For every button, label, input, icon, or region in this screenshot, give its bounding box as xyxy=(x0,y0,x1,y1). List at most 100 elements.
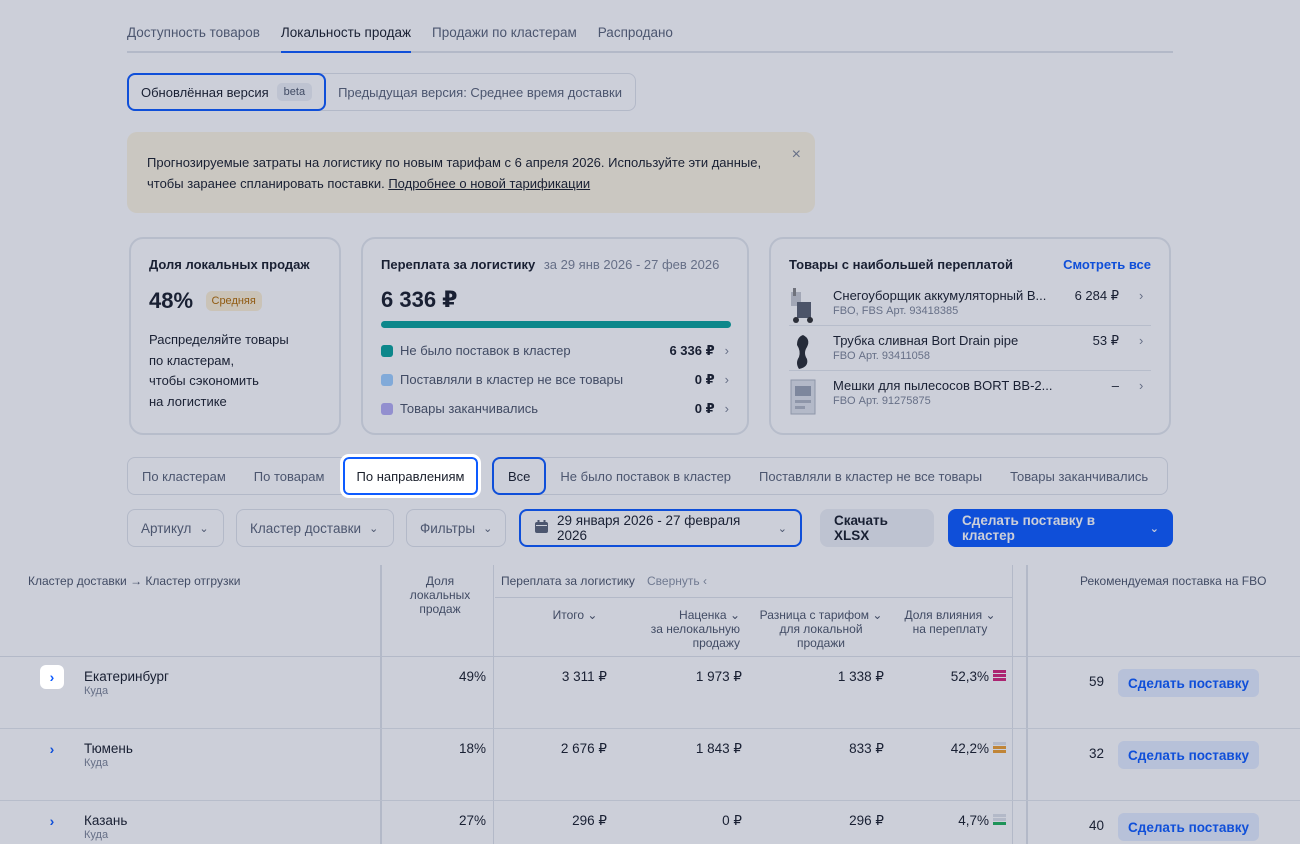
col-markup-line-2: за нелокальную xyxy=(650,622,740,636)
col-diff-line-3: продажи xyxy=(797,636,845,650)
col-diff-line-2: для локальной xyxy=(779,622,863,636)
col-local-share[interactable]: Доля локальных продаж xyxy=(400,574,480,616)
filters-dropdown[interactable]: Фильтры ⌄ xyxy=(406,509,506,547)
collapse-button[interactable]: Свернуть ‹ xyxy=(647,574,707,588)
col-influence-line-1: Доля влияния ⌄ xyxy=(904,608,996,622)
list-item[interactable]: Снегоуборщик аккумуляторный B... FBO, FB… xyxy=(789,281,1151,326)
tab-cluster-sales[interactable]: Продажи по кластерам xyxy=(432,25,577,40)
article-label: Артикул xyxy=(141,520,192,536)
chevron-right-icon: › xyxy=(724,372,729,387)
product-image xyxy=(789,288,817,326)
expand-row-button[interactable]: › xyxy=(40,665,64,689)
row-direction: Куда xyxy=(84,757,109,769)
breakdown-label: Товары заканчивались xyxy=(400,401,539,416)
row-share: 27% xyxy=(458,813,486,828)
col-total-label: Итого xyxy=(552,608,585,622)
row-markup: 1 843 ₽ xyxy=(695,741,742,756)
row-recommended: 59 xyxy=(1088,674,1104,689)
close-icon[interactable]: × xyxy=(791,146,801,163)
row-recommended: 40 xyxy=(1088,818,1104,833)
overpay-progress-bar xyxy=(381,321,731,328)
top-overpay-card: Товары с наибольшей переплатой Смотреть … xyxy=(769,237,1171,435)
group-by-product[interactable]: По товарам xyxy=(253,468,325,484)
col-diff[interactable]: Разница с тарифом ⌄ для локальной продаж… xyxy=(756,608,886,650)
col-total[interactable]: Итого ⌄ xyxy=(552,608,598,622)
tab-locality[interactable]: Локальность продаж xyxy=(280,18,412,53)
col-markup[interactable]: Наценка ⌄ за нелокальную продажу xyxy=(630,608,740,650)
list-item[interactable]: Трубка сливная Bort Drain pipe FBO Арт. … xyxy=(789,326,1151,371)
legend-dot xyxy=(381,373,393,386)
product-info: Снегоуборщик аккумуляторный B... FBO, FB… xyxy=(833,288,1059,317)
list-item[interactable]: Мешки для пылесосов BORT BB-2... FBO Арт… xyxy=(789,371,1151,416)
make-supply-button[interactable]: Сделать поставку xyxy=(1118,741,1259,769)
chevron-down-icon: ⌄ xyxy=(1149,522,1159,535)
col-markup-line-1: Наценка ⌄ xyxy=(679,608,740,622)
banner-line-1: Прогнозируемые затраты на логистику по н… xyxy=(147,155,762,170)
filter-partial[interactable]: Поставляли в кластер не все товары xyxy=(759,468,983,484)
date-range-picker[interactable]: 29 января 2026 - 27 февраля 2026 ⌄ xyxy=(519,509,802,547)
group-by-cluster[interactable]: По кластерам xyxy=(142,468,226,484)
make-supply-label: Сделать поставку в кластер xyxy=(962,513,1096,543)
tab-availability[interactable]: Доступность товаров xyxy=(127,25,260,40)
see-all-link[interactable]: Смотреть все xyxy=(1063,257,1151,272)
row-influence: 52,3% xyxy=(950,669,989,684)
download-xlsx-button[interactable]: Скачать XLSX xyxy=(820,509,934,547)
article-dropdown[interactable]: Артикул ⌄ xyxy=(127,509,224,547)
row-share: 18% xyxy=(458,741,486,756)
col-influence-label: Доля влияния xyxy=(904,608,983,622)
filter-all[interactable]: Все xyxy=(492,457,547,495)
chevron-right-icon: › xyxy=(724,401,729,416)
filter-ran-out[interactable]: Товары заканчивались xyxy=(1010,468,1149,484)
table-header: Кластер доставки → Кластер отгрузки Доля… xyxy=(0,565,1300,657)
table-row: › Тюмень Куда 18% 2 676 ₽ 1 843 ₽ 833 ₽ … xyxy=(0,729,1300,801)
updated-version-label: Обновлённая версия xyxy=(141,84,269,100)
col-recommend: Рекомендуемая поставка на FBO xyxy=(1080,574,1267,588)
hint-line-4: на логистике xyxy=(149,393,227,409)
top-overpay-title: Товары с наибольшей переплатой xyxy=(789,257,1013,272)
breakdown-row-no-supply[interactable]: Не было поставок в кластер 6 336 ₽ › xyxy=(381,336,729,365)
overpay-title: Переплата за логистику xyxy=(381,257,536,272)
expand-row-button[interactable]: › xyxy=(40,737,64,761)
beta-badge: beta xyxy=(276,83,313,101)
row-influence: 42,2% xyxy=(950,741,989,756)
tab-sold-out[interactable]: Распродано xyxy=(597,25,673,40)
breakdown-row-partial[interactable]: Поставляли в кластер не все товары 0 ₽ › xyxy=(381,365,729,394)
filters-label: Фильтры xyxy=(420,520,476,536)
col-local-share-line-2: локальных xyxy=(409,588,471,602)
row-direction: Куда xyxy=(84,685,109,697)
product-name: Снегоуборщик аккумуляторный B... xyxy=(833,288,1047,303)
chevron-right-icon: › xyxy=(1139,333,1144,348)
version-switch: Обновлённая версия beta Предыдущая верси… xyxy=(127,73,636,111)
tariff-info-link[interactable]: Подробнее о новой тарификации xyxy=(388,176,591,191)
row-recommended: 32 xyxy=(1088,746,1104,761)
breakdown-label: Не было поставок в кластер xyxy=(400,343,571,358)
grouping-switch: По кластерам По товарам xyxy=(127,457,481,495)
group-by-direction[interactable]: По направлениям xyxy=(340,454,481,498)
chevron-down-icon: ⌄ xyxy=(369,522,379,535)
breakdown-label: Поставляли в кластер не все товары xyxy=(400,372,624,387)
legend-dot xyxy=(381,402,393,415)
col-diff-line-1: Разница с тарифом ⌄ xyxy=(759,608,883,622)
col-influence[interactable]: Доля влияния ⌄ на переплату xyxy=(900,608,1000,636)
expand-row-button[interactable]: › xyxy=(40,809,64,833)
chevron-right-icon: › xyxy=(49,813,55,829)
row-city: Казань xyxy=(84,813,128,828)
make-supply-button[interactable]: Сделать поставку xyxy=(1118,813,1259,841)
hint-line-3: чтобы сэкономить xyxy=(149,373,259,388)
breakdown-value: 0 ₽ xyxy=(694,400,715,416)
chevron-right-icon: › xyxy=(1139,378,1144,393)
local-share-title: Доля локальных продаж xyxy=(149,257,310,272)
row-markup: 1 973 ₽ xyxy=(695,669,742,684)
breakdown-row-ran-out[interactable]: Товары заканчивались 0 ₽ › xyxy=(381,394,729,423)
make-supply-button[interactable]: Сделать поставку xyxy=(1118,669,1259,697)
chevron-right-icon: › xyxy=(49,669,55,685)
row-diff: 1 338 ₽ xyxy=(837,669,884,684)
product-image xyxy=(789,333,817,371)
cluster-dropdown[interactable]: Кластер доставки ⌄ xyxy=(236,509,394,547)
product-meta: FBO Арт. 93411058 xyxy=(833,350,930,362)
previous-version-button[interactable]: Предыдущая версия: Среднее время доставк… xyxy=(338,84,622,100)
make-supply-cluster-button[interactable]: Сделать поставку в кластер ⌄ xyxy=(948,509,1173,547)
filter-no-supply[interactable]: Не было поставок в кластер xyxy=(560,468,732,484)
updated-version-button[interactable]: Обновлённая версия beta xyxy=(127,73,327,111)
overpay-value: 6 336 ₽ xyxy=(381,287,458,312)
